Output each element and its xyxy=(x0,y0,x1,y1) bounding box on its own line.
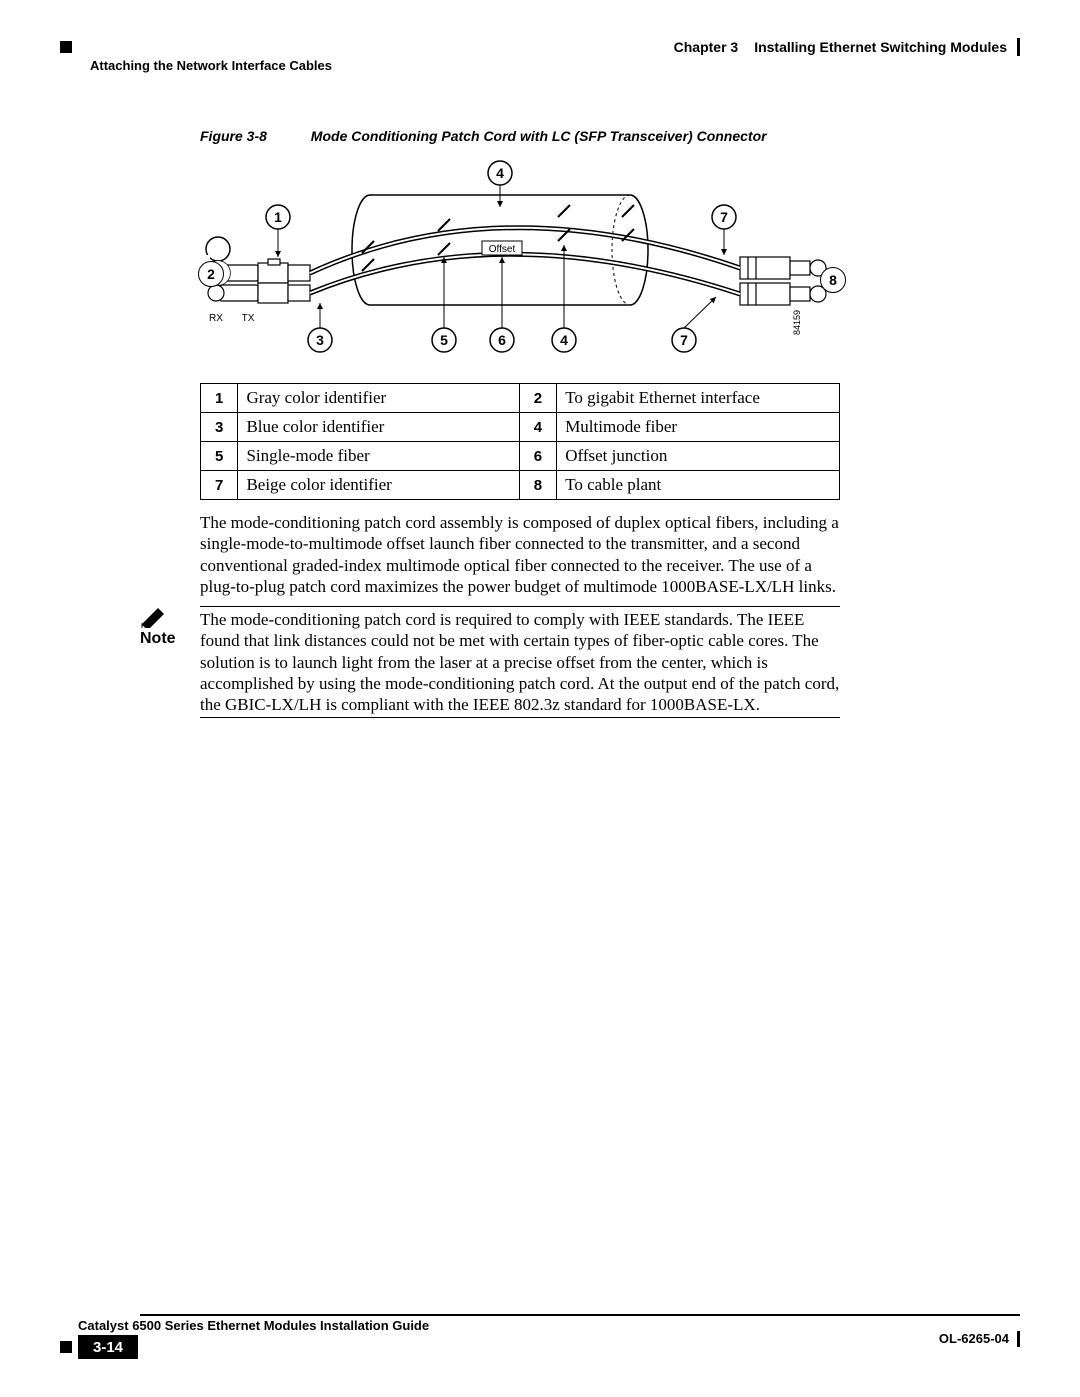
svg-text:7: 7 xyxy=(720,209,728,225)
svg-text:RX: RX xyxy=(209,313,223,324)
legend-text: To gigabit Ethernet interface xyxy=(557,384,840,413)
note-block: Note The mode-conditioning patch cord is… xyxy=(140,606,840,718)
header-square-icon xyxy=(60,41,72,53)
callout-2: 2 xyxy=(198,261,224,287)
svg-text:7: 7 xyxy=(680,332,688,348)
footer-bar-icon xyxy=(1017,1331,1020,1347)
page-number-badge: 3-14 xyxy=(78,1335,138,1359)
page-footer: Catalyst 6500 Series Ethernet Modules In… xyxy=(60,1314,1020,1359)
svg-text:1: 1 xyxy=(274,209,282,225)
svg-text:4: 4 xyxy=(496,165,504,181)
chapter-label: Chapter 3 xyxy=(674,39,739,55)
page-header: Chapter 3 Installing Ethernet Switching … xyxy=(60,38,1020,56)
svg-text:84159: 84159 xyxy=(792,310,802,335)
svg-text:5: 5 xyxy=(440,332,448,348)
figure-caption: Figure 3-8 Mode Conditioning Patch Cord … xyxy=(200,128,767,144)
chapter-title: Installing Ethernet Switching Modules xyxy=(754,39,1007,55)
offset-label: Offset xyxy=(489,244,516,255)
pencil-icon xyxy=(140,606,168,628)
svg-text:6: 6 xyxy=(498,332,506,348)
legend-num: 1 xyxy=(201,384,238,413)
section-title: Attaching the Network Interface Cables xyxy=(90,58,332,73)
legend-text: Gray color identifier xyxy=(238,384,519,413)
figure-title: Mode Conditioning Patch Cord with LC (SF… xyxy=(311,128,767,144)
footer-guide-title: Catalyst 6500 Series Ethernet Modules In… xyxy=(78,1318,429,1333)
footer-square-icon xyxy=(60,1341,72,1353)
header-bar-icon xyxy=(1017,38,1020,56)
svg-text:TX: TX xyxy=(242,313,255,324)
callout-8: 8 xyxy=(820,267,846,293)
figure-diagram: Offset 4 1 7 2 3 xyxy=(200,155,840,365)
figure-number: Figure 3-8 xyxy=(200,128,267,144)
note-label: Note xyxy=(140,630,176,648)
legend-table: 1 Gray color identifier 2 To gigabit Eth… xyxy=(200,383,840,500)
table-row: 7 Beige color identifier 8 To cable plan… xyxy=(201,471,840,500)
svg-text:3: 3 xyxy=(316,332,324,348)
note-text: The mode-conditioning patch cord is requ… xyxy=(200,606,840,718)
table-row: 1 Gray color identifier 2 To gigabit Eth… xyxy=(201,384,840,413)
footer-doc-id: OL-6265-04 xyxy=(939,1331,1009,1346)
table-row: 3 Blue color identifier 4 Multimode fibe… xyxy=(201,413,840,442)
body-paragraph: The mode-conditioning patch cord assembl… xyxy=(200,512,840,597)
svg-text:4: 4 xyxy=(560,332,568,348)
legend-num: 2 xyxy=(519,384,556,413)
table-row: 5 Single-mode fiber 6 Offset junction xyxy=(201,442,840,471)
